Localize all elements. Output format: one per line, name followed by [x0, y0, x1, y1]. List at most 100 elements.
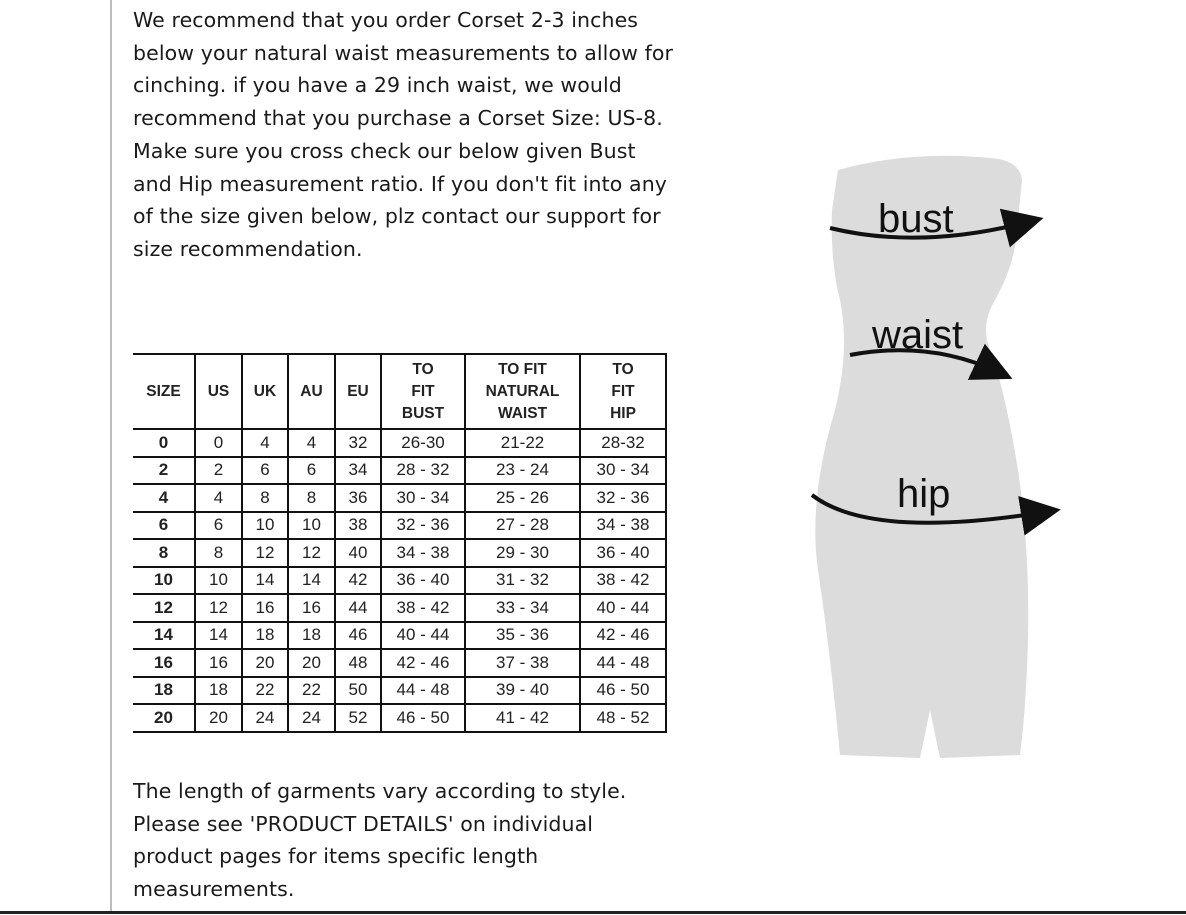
table-cell: 8: [133, 538, 196, 568]
table-cell: 50: [334, 675, 382, 705]
table-row: 10 10 14 14 42 36 - 40 31 - 32 38 - 42: [133, 565, 667, 595]
body-silhouette: [815, 155, 1029, 758]
table-cell: 6: [241, 455, 289, 485]
column-header: AU: [287, 353, 336, 430]
column-header: US: [194, 353, 243, 430]
bust-label: bust: [878, 197, 954, 241]
table-cell: 8: [194, 538, 243, 568]
table-cell: 6: [287, 455, 336, 485]
table-cell: 37 - 38: [464, 648, 581, 678]
table-cell: 8: [241, 483, 289, 513]
table-row: 6 6 10 10 38 32 - 36 27 - 28 34 - 38: [133, 510, 667, 540]
table-cell: 46: [334, 620, 382, 650]
table-cell: 31 - 32: [464, 565, 581, 595]
table-cell: 44 - 48: [579, 648, 667, 678]
table-cell: 33 - 34: [464, 593, 581, 623]
waist-label: waist: [871, 313, 963, 357]
table-cell: 36 - 40: [380, 565, 466, 595]
body-measurement-figure: bust waist hip: [810, 155, 1061, 758]
table-cell: 18: [133, 675, 196, 705]
table-cell: 44 - 48: [380, 675, 466, 705]
table-cell: 0: [194, 428, 243, 458]
table-cell: 42 - 46: [579, 620, 667, 650]
table-cell: 42: [334, 565, 382, 595]
table-cell: 4: [287, 428, 336, 458]
left-divider: [110, 0, 112, 912]
table-cell: 6: [194, 510, 243, 540]
table-cell: 8: [287, 483, 336, 513]
table-cell: 40 - 44: [380, 620, 466, 650]
table-cell: 2: [194, 455, 243, 485]
table-cell: 12: [194, 593, 243, 623]
table-cell: 34: [334, 455, 382, 485]
table-cell: 20: [241, 648, 289, 678]
table-cell: 10: [287, 510, 336, 540]
table-row: 0 0 4 4 32 26-30 21-22 28-32: [133, 428, 667, 458]
table-cell: 6: [133, 510, 196, 540]
table-cell: 23 - 24: [464, 455, 581, 485]
table-cell: 24: [287, 703, 336, 733]
table-row: 14 14 18 18 46 40 - 44 35 - 36 42 - 46: [133, 620, 667, 650]
table-cell: 32 - 36: [380, 510, 466, 540]
table-cell: 40 - 44: [579, 593, 667, 623]
table-cell: 4: [194, 483, 243, 513]
intro-paragraph: We recommend that you order Corset 2-3 i…: [133, 8, 674, 261]
table-cell: 16: [194, 648, 243, 678]
table-row: 2 2 6 6 34 28 - 32 23 - 24 30 - 34: [133, 455, 667, 485]
table-cell: 10: [133, 565, 196, 595]
table-cell: 30 - 34: [380, 483, 466, 513]
column-header: TO FIT HIP: [579, 353, 667, 430]
table-row: 4 4 8 8 36 30 - 34 25 - 26 32 - 36: [133, 483, 667, 513]
table-cell: 34 - 38: [380, 538, 466, 568]
length-note-paragraph: The length of garments vary according to…: [133, 779, 627, 902]
table-cell: 2: [133, 455, 196, 485]
table-cell: 14: [287, 565, 336, 595]
column-header: TO FIT BUST: [380, 353, 466, 430]
table-cell: 16: [287, 593, 336, 623]
table-cell: 39 - 40: [464, 675, 581, 705]
table-cell: 41 - 42: [464, 703, 581, 733]
table-cell: 38: [334, 510, 382, 540]
table-row: 18 18 22 22 50 44 - 48 39 - 40 46 - 50: [133, 675, 667, 705]
table-cell: 22: [287, 675, 336, 705]
size-chart-table: SIZE US UK AU EU TO FIT BUST TO FIT NATURAL WAIST T…: [133, 353, 667, 733]
column-header: UK: [241, 353, 289, 430]
table-cell: 21-22: [464, 428, 581, 458]
table-cell: 28 - 32: [380, 455, 466, 485]
table-cell: 16: [133, 648, 196, 678]
table-cell: 46 - 50: [579, 675, 667, 705]
table-cell: 27 - 28: [464, 510, 581, 540]
table-cell: 42 - 46: [380, 648, 466, 678]
table-cell: 46 - 50: [380, 703, 466, 733]
hip-arrow: [810, 493, 1061, 536]
table-cell: 12: [241, 538, 289, 568]
table-cell: 22: [241, 675, 289, 705]
table-cell: 18: [194, 675, 243, 705]
table-cell: 12: [287, 538, 336, 568]
table-cell: 52: [334, 703, 382, 733]
table-cell: 14: [133, 620, 196, 650]
table-cell: 34 - 38: [579, 510, 667, 540]
waist-arrow: [849, 343, 1013, 380]
table-row: 12 12 16 16 44 38 - 42 33 - 34 40 - 44: [133, 593, 667, 623]
table-cell: 4: [133, 483, 196, 513]
table-row: 8 8 12 12 40 34 - 38 29 - 30 36 - 40: [133, 538, 667, 568]
table-cell: 18: [287, 620, 336, 650]
table-cell: 14: [194, 620, 243, 650]
table-cell: 26-30: [380, 428, 466, 458]
bust-arrow: [829, 208, 1044, 248]
table-cell: 25 - 26: [464, 483, 581, 513]
table-cell: 36 - 40: [579, 538, 667, 568]
table-cell: 48 - 52: [579, 703, 667, 733]
table-cell: 20: [287, 648, 336, 678]
hip-label: hip: [897, 472, 950, 516]
table-cell: 32: [334, 428, 382, 458]
table-cell: 40: [334, 538, 382, 568]
table-cell: 16: [241, 593, 289, 623]
table-cell: 48: [334, 648, 382, 678]
table-row: 16 16 20 20 48 42 - 46 37 - 38 44 - 48: [133, 648, 667, 678]
table-cell: 36: [334, 483, 382, 513]
table-cell: 14: [241, 565, 289, 595]
table-cell: 20: [194, 703, 243, 733]
table-cell: 4: [241, 428, 289, 458]
